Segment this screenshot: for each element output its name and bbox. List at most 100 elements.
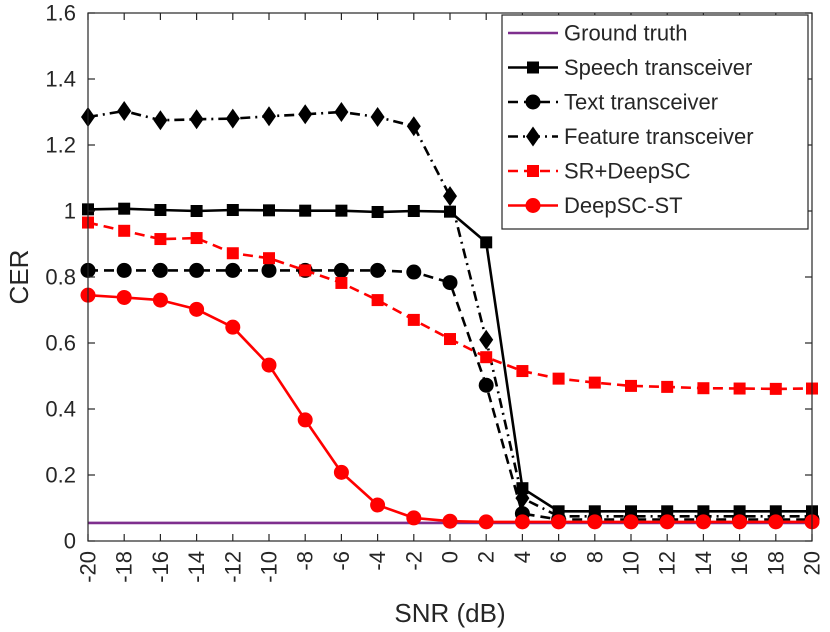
x-tick-label: 16 <box>727 551 752 575</box>
data-point <box>299 264 312 277</box>
legend-item: Text transceiver <box>508 90 718 115</box>
data-point <box>443 186 457 207</box>
y-tick-label: 1 <box>64 199 76 224</box>
y-tick-label: 0.4 <box>45 397 76 422</box>
legend-marker <box>526 126 540 147</box>
data-point <box>297 412 313 428</box>
axes: -20 -18 -16 -14 -12 -10 -8 -6 -4 -2 0 2 4 6 8 10 12 14 16 1… <box>45 1 824 583</box>
x-tick-label: -20 <box>76 551 101 583</box>
data-point <box>261 262 277 278</box>
y-tick-label: 0.6 <box>45 331 76 356</box>
data-point <box>514 514 530 530</box>
series-layer <box>80 101 820 530</box>
data-point <box>406 116 421 137</box>
data-point <box>190 232 203 245</box>
x-tick-label: 0 <box>438 551 463 563</box>
x-tick-label: -16 <box>148 551 173 583</box>
legend-marker <box>525 94 541 110</box>
data-point <box>190 205 203 217</box>
x-tick-label: -2 <box>401 551 426 571</box>
x-tick-label: -10 <box>257 551 282 583</box>
y-axis-title: CER <box>4 250 34 305</box>
data-point <box>335 276 348 289</box>
data-point <box>225 108 240 129</box>
data-point <box>262 106 276 127</box>
data-point <box>189 301 205 317</box>
legend-label: Speech transceiver <box>564 55 752 80</box>
y-tick-label: 1.6 <box>45 1 76 26</box>
legend-label: Ground truth <box>564 21 688 46</box>
x-tick-label: 14 <box>691 551 716 575</box>
data-point <box>226 204 239 217</box>
data-point <box>732 514 748 530</box>
data-point <box>370 106 385 127</box>
data-point <box>442 513 458 529</box>
data-point <box>623 514 639 530</box>
data-point <box>587 514 603 530</box>
data-point <box>444 333 456 346</box>
data-point <box>298 104 313 125</box>
y-tick-label: 0.2 <box>45 463 76 488</box>
data-point <box>769 382 782 395</box>
data-point <box>333 464 349 480</box>
y-tick-label: 0 <box>64 529 76 554</box>
x-tick-label: 10 <box>619 551 644 575</box>
data-point <box>479 329 494 350</box>
x-tick-label: -14 <box>184 551 209 583</box>
legend-item: Speech transceiver <box>508 55 752 80</box>
data-point <box>515 488 530 509</box>
data-point <box>371 294 384 307</box>
x-tick-label: 8 <box>582 551 607 563</box>
x-tick-label: -8 <box>293 551 318 571</box>
legend-marker <box>527 165 539 177</box>
x-tick-label: 4 <box>510 551 535 563</box>
legend-label: Feature transceiver <box>564 124 754 149</box>
data-point <box>335 204 348 217</box>
data-point <box>407 313 420 326</box>
data-point <box>406 264 422 280</box>
data-point <box>154 233 167 246</box>
legend-item: SR+DeepSC <box>508 159 691 184</box>
x-tick-label: 12 <box>655 551 680 575</box>
x-tick-label: -12 <box>220 551 245 583</box>
legend-label: Text transceiver <box>564 90 718 115</box>
data-point <box>225 262 241 278</box>
data-point <box>261 357 277 373</box>
x-tick-label: 18 <box>763 551 788 575</box>
data-point <box>189 109 204 130</box>
data-point <box>625 379 637 392</box>
data-point <box>333 262 349 278</box>
data-point <box>659 514 675 530</box>
y-tick-label: 0.8 <box>45 265 76 290</box>
data-point <box>516 365 529 378</box>
data-point <box>153 110 168 131</box>
data-point <box>116 289 132 305</box>
legend-marker <box>525 198 541 213</box>
x-tick-label: -6 <box>329 551 354 571</box>
data-point <box>733 382 746 395</box>
data-point <box>406 510 422 526</box>
data-point <box>552 372 565 385</box>
x-axis-title: SNR (dB) <box>394 598 505 628</box>
legend-marker <box>527 61 539 74</box>
x-tick-label: -4 <box>365 551 390 571</box>
data-point <box>299 204 312 217</box>
legend-item: Feature transceiver <box>508 124 754 149</box>
legend-item: DeepSC-ST <box>508 193 683 218</box>
legend-item: Ground truth <box>508 21 688 46</box>
data-point <box>263 204 275 217</box>
data-point <box>478 514 494 530</box>
data-point <box>480 351 493 364</box>
legend-box <box>501 14 809 230</box>
y-tick-label: 1.4 <box>45 67 76 92</box>
x-tick-label: 20 <box>800 551 825 575</box>
data-point <box>768 514 784 530</box>
series-deepsc-st <box>80 287 820 530</box>
data-point <box>478 377 494 393</box>
y-tick-label: 1.2 <box>45 133 76 158</box>
legend: Ground truth Speech transceiver Text trans… <box>501 14 809 230</box>
data-point <box>695 514 711 530</box>
data-point <box>442 275 458 291</box>
legend-label: SR+DeepSC <box>564 159 691 184</box>
